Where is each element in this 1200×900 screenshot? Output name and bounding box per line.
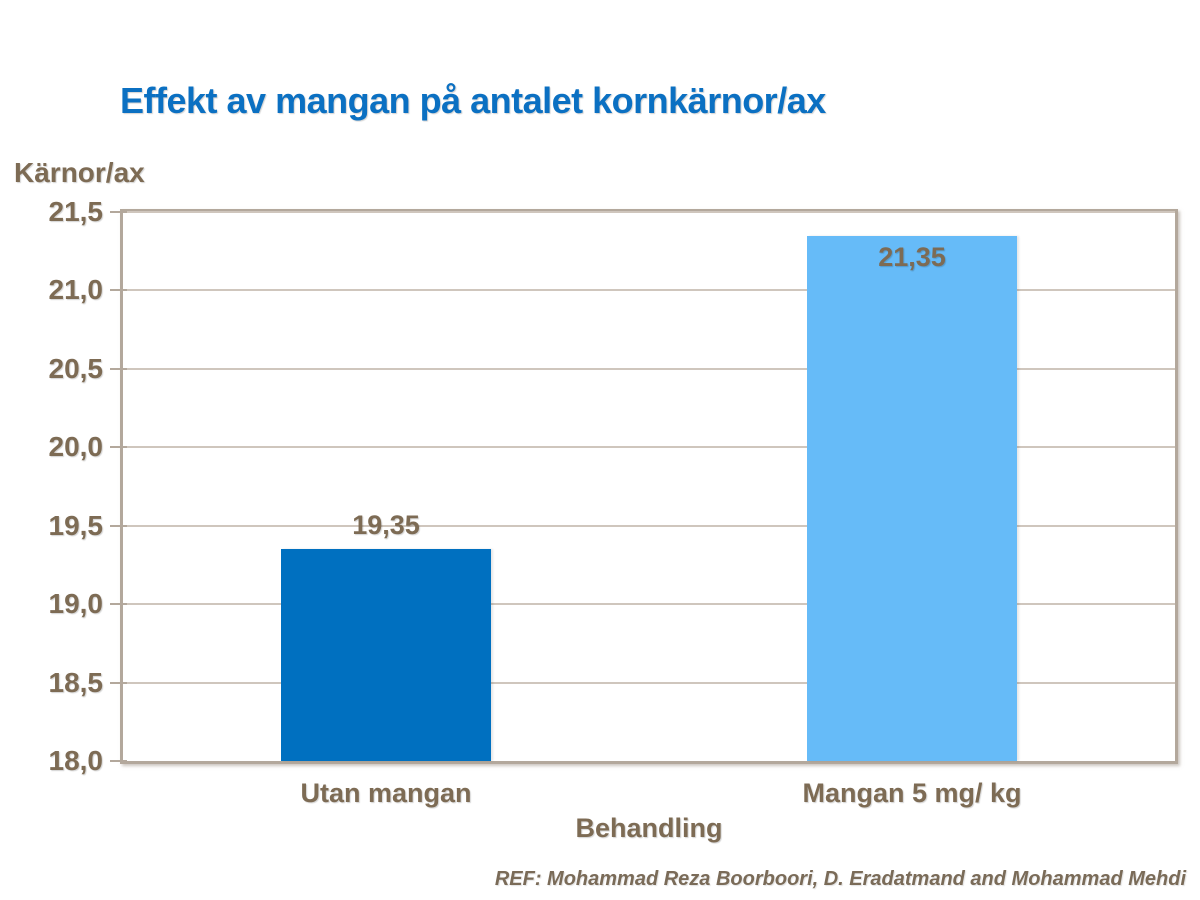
gridline bbox=[123, 603, 1175, 606]
gridline bbox=[123, 289, 1175, 292]
y-axis-tick bbox=[110, 760, 127, 762]
y-axis-tick bbox=[110, 524, 127, 527]
y-axis-tick-label: 18,0 bbox=[48, 745, 104, 776]
gridline bbox=[123, 681, 1175, 684]
gridline bbox=[123, 367, 1175, 370]
reference-text: REF: Mohammad Reza Boorboori, D. Eradatm… bbox=[494, 868, 1186, 890]
y-axis-tick bbox=[110, 289, 127, 292]
gridline bbox=[123, 524, 1175, 527]
gridline bbox=[123, 446, 1175, 449]
y-axis-tick bbox=[110, 211, 127, 213]
y-axis-tick-label: 18,5 bbox=[48, 666, 104, 698]
x-axis-category-label: Mangan 5 mg/ kg bbox=[802, 778, 1022, 808]
y-axis-tick-label: 20,5 bbox=[48, 352, 104, 384]
x-axis-title: Behandling bbox=[575, 813, 723, 843]
bar-value-label: 19,35 bbox=[352, 510, 420, 541]
x-axis-category-label: Utan mangan bbox=[300, 778, 472, 808]
chart-title: Effekt av mangan på antalet kornkärnor/a… bbox=[120, 80, 826, 121]
y-axis-tick bbox=[110, 603, 127, 606]
y-axis-tick-label: 20,0 bbox=[48, 431, 104, 463]
y-axis-title: Kärnor/ax bbox=[14, 157, 145, 188]
y-axis-tick-label: 19,5 bbox=[48, 509, 104, 541]
y-axis-tick bbox=[110, 367, 127, 370]
y-axis-tick-label: 19,0 bbox=[48, 588, 104, 620]
y-axis-tick-label: 21,5 bbox=[48, 196, 104, 227]
bar-value-label: 21,35 bbox=[878, 241, 946, 272]
bar-mangan-5-mg-kg bbox=[807, 235, 1017, 761]
bar-utan-mangan bbox=[281, 549, 491, 761]
plot-area: 18,0 18,5 19,0 19,5 20,0 20,5 21,0 21,5 19,35 Uta… bbox=[49, 196, 1178, 808]
gridline bbox=[123, 211, 1175, 213]
y-axis-tick-label: 21,0 bbox=[48, 274, 104, 306]
y-axis-tick bbox=[110, 681, 127, 684]
y-axis-tick bbox=[110, 446, 127, 449]
